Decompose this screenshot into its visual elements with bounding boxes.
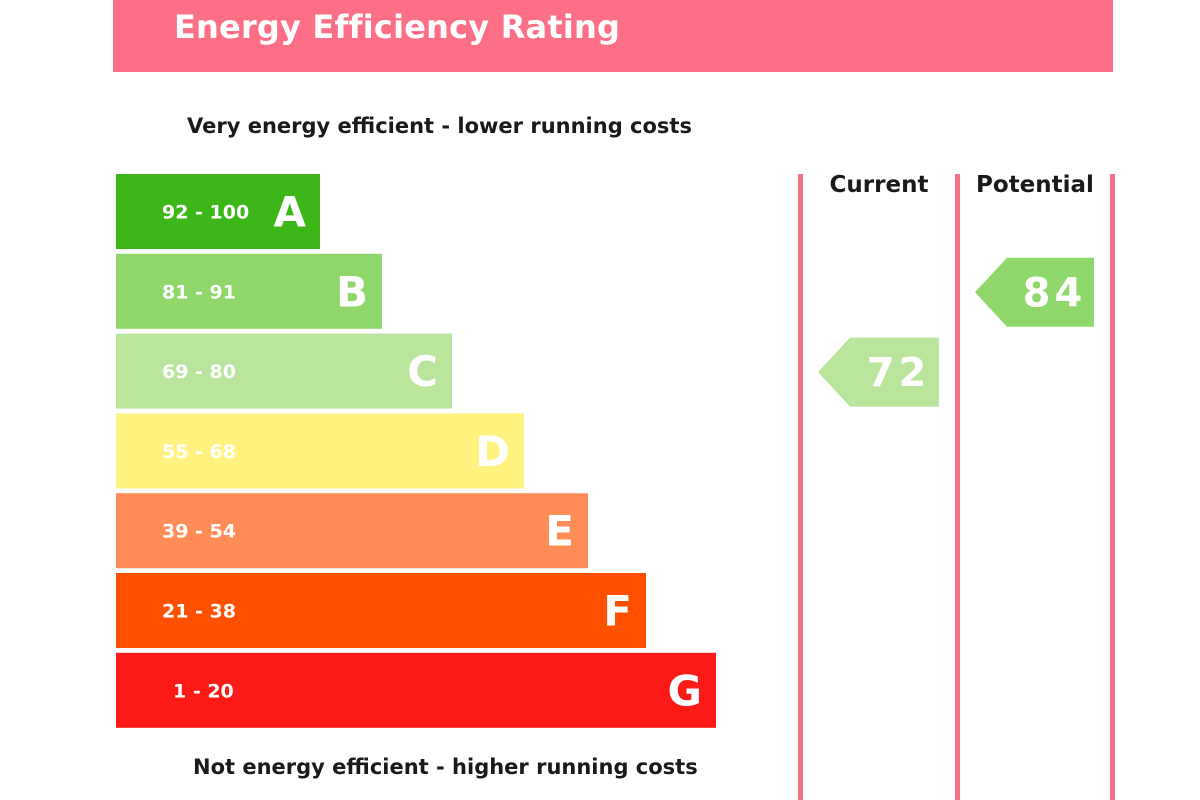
band-range-label: 21 - 38 [162,601,236,623]
band-bar-a [116,174,320,249]
column-divider-left [798,174,803,800]
title-banner: Energy Efficiency Rating [113,0,1113,72]
band-e: 39 - 54 E [116,493,588,569]
band-b: 81 - 91 B [116,253,382,329]
column-divider-middle [955,174,960,800]
band-letter-label: G [668,666,702,715]
current-rating-arrow-value: 72 [867,350,931,396]
current-rating-arrow-shape [818,337,939,407]
band-range-label: 55 - 68 [162,441,236,463]
band-letter-label: C [407,347,438,396]
rating-bands: 92 - 100 A 81 - 91 B 69 - 80 C 55 - 68 D 39 - 54… [116,174,716,728]
band-letter-label: F [603,587,632,636]
band-range-label: 81 - 91 [162,281,236,303]
band-letter-label: B [336,267,368,316]
potential-rating-arrow: 84 [975,257,1094,327]
band-range-label: 39 - 54 [162,521,236,543]
band-range-label: 1 - 20 [173,680,234,702]
rating-arrows: 72 84 [818,257,1094,407]
potential-rating-arrow-value: 84 [1023,270,1087,316]
band-letter-label: D [475,427,510,476]
band-bar-f [116,573,646,648]
band-bar-d [116,413,524,489]
band-letter-label: E [545,507,574,556]
band-bar-c [116,333,452,409]
inefficient-caption: Not energy efficient - higher running co… [193,755,698,779]
page-title: Energy Efficiency Rating [174,8,621,46]
current-column-header: Current [829,172,929,198]
potential-rating-arrow-shape [975,257,1094,327]
potential-column-header: Potential [976,172,1094,198]
band-range-label: 92 - 100 [162,202,249,224]
band-bar-b [116,253,382,329]
efficient-caption: Very energy efficient - lower running co… [187,114,692,138]
band-g: 1 - 20 G [116,652,716,728]
band-c: 69 - 80 C [116,333,452,409]
band-d: 55 - 68 D [116,413,524,489]
column-divider-right [1110,174,1115,800]
band-range-label: 69 - 80 [162,361,236,383]
band-a: 92 - 100 A [116,174,320,249]
current-rating-arrow: 72 [818,337,939,407]
band-letter-label: A [273,188,306,237]
band-f: 21 - 38 F [116,573,646,648]
band-bar-g [116,652,716,728]
band-bar-e [116,493,588,569]
